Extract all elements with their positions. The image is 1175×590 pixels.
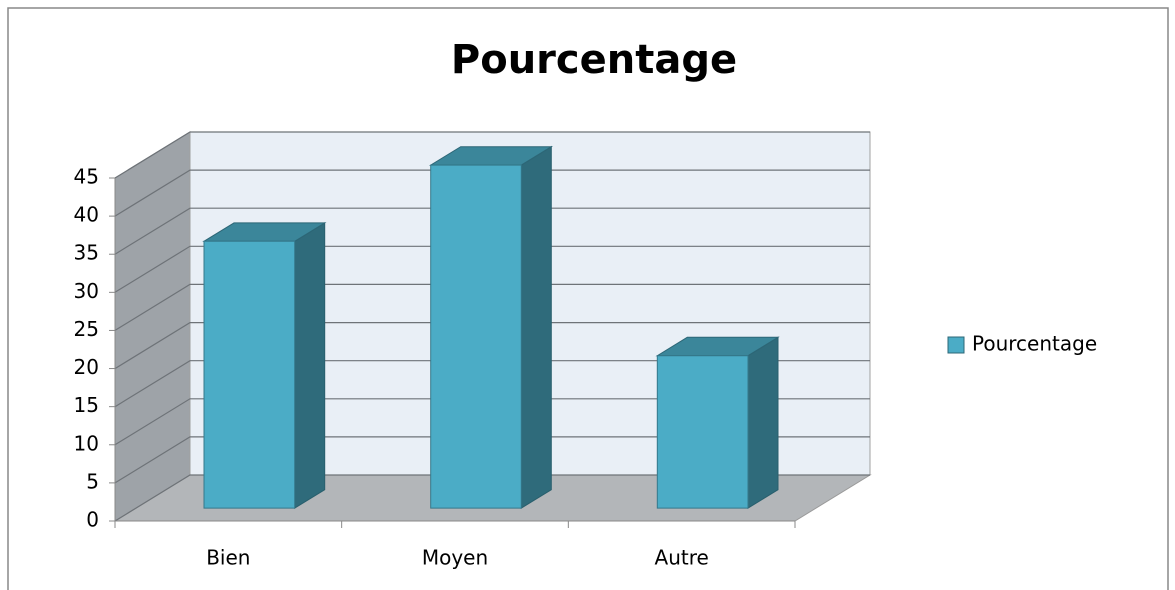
y-tick-label: 25 bbox=[74, 317, 99, 341]
chart-title: Pourcentage bbox=[451, 37, 737, 83]
side-wall bbox=[114, 131, 191, 522]
grid-line bbox=[114, 169, 870, 217]
x-tick-label: Bien bbox=[206, 546, 250, 570]
y-tick-label: 40 bbox=[74, 203, 99, 227]
grid-line bbox=[114, 398, 870, 446]
grid-line bbox=[114, 131, 870, 179]
bar-front bbox=[203, 240, 296, 509]
y-tick-label: 0 bbox=[86, 508, 99, 532]
grid-line bbox=[114, 245, 870, 293]
y-tick-label: 10 bbox=[74, 431, 99, 455]
x-tick-label: Moyen bbox=[422, 546, 488, 570]
y-tick-label: 35 bbox=[74, 241, 99, 265]
y-tick-label: 30 bbox=[74, 279, 99, 303]
x-tick-label: Autre bbox=[655, 546, 709, 570]
grid-line bbox=[114, 436, 870, 484]
grid-line bbox=[114, 283, 870, 331]
bar-side bbox=[520, 145, 552, 509]
grid-line bbox=[114, 207, 870, 255]
y-tick-label: 5 bbox=[86, 469, 99, 493]
legend-swatch bbox=[947, 336, 965, 354]
bar-front bbox=[656, 355, 749, 509]
grid-line bbox=[114, 360, 870, 408]
bar-side bbox=[747, 336, 779, 509]
bar-side bbox=[294, 222, 326, 509]
legend-label: Pourcentage bbox=[972, 332, 1097, 356]
y-tick-label: 45 bbox=[74, 165, 99, 189]
chart-frame bbox=[7, 7, 1169, 590]
grid-line bbox=[114, 322, 870, 370]
y-tick-label: 15 bbox=[74, 393, 99, 417]
y-tick-label: 20 bbox=[74, 355, 99, 379]
grid-line bbox=[114, 474, 870, 522]
bar-front bbox=[430, 164, 522, 509]
